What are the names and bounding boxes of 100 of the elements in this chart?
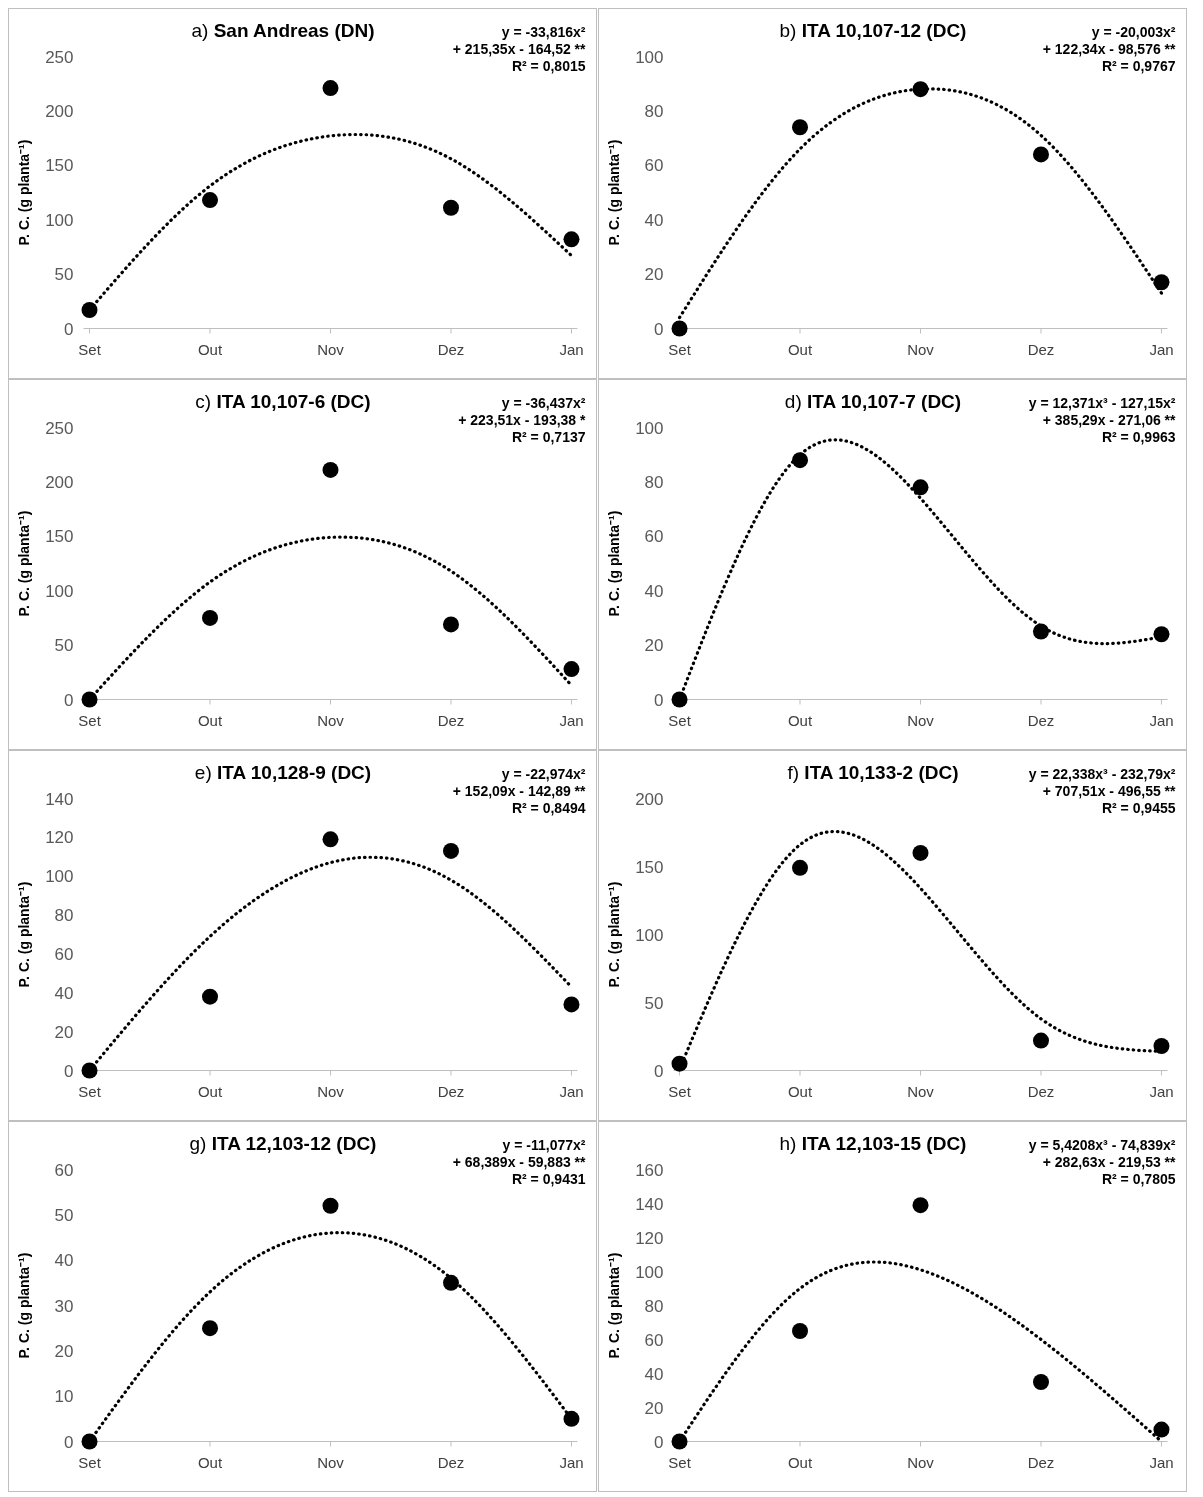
point <box>563 231 580 248</box>
text: + 223,51x - 193,38 * <box>458 411 587 428</box>
y-axis-title: P. C. (g planta⁻¹) <box>15 510 32 617</box>
y-tick-label: 100 <box>45 581 74 601</box>
y-tick-label: 140 <box>635 1194 664 1214</box>
y-tick-label: 150 <box>45 156 74 176</box>
y-tick-label: 50 <box>54 1205 74 1225</box>
y-tick-label: 160 <box>635 1160 664 1180</box>
point <box>563 996 580 1013</box>
text: y = 12,371x³ - 127,15x² <box>1028 394 1176 411</box>
x-tick-label: Set <box>668 1082 692 1100</box>
y-tick-label: 0 <box>64 1432 74 1452</box>
y-tick-label: 40 <box>644 1364 664 1384</box>
point <box>202 988 219 1005</box>
chart-title: b) ITA 10,107-12 (DC) <box>779 19 967 41</box>
y-tick-label: 60 <box>54 1160 74 1180</box>
y-tick-label: 250 <box>45 418 74 438</box>
text: + 152,09x - 142,89 ** <box>452 782 587 799</box>
x-tick-label: Out <box>197 1082 223 1100</box>
text: y = 5,4208x³ - 74,839x² <box>1028 1136 1176 1153</box>
x-tick-label: Set <box>668 1453 692 1471</box>
x-tick-label: Set <box>668 711 692 729</box>
annotation: R² = 0,7137 <box>511 428 586 445</box>
x-tick-label: Dez <box>1027 1453 1055 1471</box>
point <box>1032 1032 1049 1049</box>
x-tick-label: Jan <box>559 711 584 729</box>
y-tick-label: 120 <box>45 828 74 848</box>
x-tick-label: Set <box>78 1082 102 1100</box>
chart-title: h) ITA 12,103-15 (DC) <box>779 1132 967 1154</box>
text: y = 22,338x³ - 232,79x² <box>1028 765 1176 782</box>
y-tick-label: 100 <box>635 418 664 438</box>
y-tick-label: 20 <box>54 1341 74 1361</box>
point <box>563 661 580 678</box>
x-tick-label: Out <box>787 1082 813 1100</box>
y-tick-label: 100 <box>635 925 664 945</box>
x-tick-label: Jan <box>1149 1453 1174 1471</box>
y-tick-label: 100 <box>45 867 74 887</box>
x-tick-label: Dez <box>437 340 465 358</box>
y-axis-title: P. C. (g planta⁻¹) <box>605 1252 622 1359</box>
point <box>322 831 339 848</box>
y-tick-label: 20 <box>54 1022 74 1042</box>
point <box>912 479 929 496</box>
x-tick-label: Set <box>78 1453 102 1471</box>
x-tick-label: Jan <box>1149 711 1174 729</box>
x-tick-label: Jan <box>559 340 584 358</box>
x-tick-label: Set <box>78 711 102 729</box>
annotation: R² = 0,9455 <box>1101 799 1176 816</box>
y-tick-label: 150 <box>45 527 74 547</box>
annotation: R² = 0,7805 <box>1101 1170 1176 1187</box>
y-tick-label: 200 <box>45 472 74 492</box>
point <box>202 192 219 209</box>
text: y = -11,077x² <box>502 1136 586 1153</box>
y-tick-label: 120 <box>635 1228 664 1248</box>
chart-title: g) ITA 12,103-12 (DC) <box>189 1132 377 1154</box>
point <box>671 691 688 708</box>
y-tick-label: 50 <box>54 636 74 656</box>
text: y = -20,003x² <box>1091 23 1176 40</box>
x-tick-label: Dez <box>437 1082 465 1100</box>
y-tick-label: 200 <box>45 101 74 121</box>
point <box>322 461 339 478</box>
y-tick-label: 0 <box>654 319 664 339</box>
y-tick-label: 60 <box>644 527 664 547</box>
x-tick-label: Dez <box>1027 340 1055 358</box>
point <box>792 859 809 876</box>
y-tick-label: 60 <box>54 944 74 964</box>
chart-title: f) ITA 10,133-2 (DC) <box>787 761 959 783</box>
y-tick-label: 150 <box>635 857 664 877</box>
y-tick-label: 80 <box>644 101 664 121</box>
x-tick-label: Dez <box>437 1453 465 1471</box>
y-tick-label: 80 <box>54 906 74 926</box>
chart-title: d) ITA 10,107-7 (DC) <box>784 390 962 412</box>
y-axis-title: P. C. (g planta⁻¹) <box>15 139 32 246</box>
point <box>322 1197 339 1214</box>
y-tick-label: 60 <box>644 1330 664 1350</box>
y-tick-label: 0 <box>654 1061 664 1081</box>
y-tick-label: 10 <box>54 1387 74 1407</box>
y-axis-title: P. C. (g planta⁻¹) <box>605 139 622 246</box>
x-tick-label: Nov <box>317 711 345 729</box>
x-tick-label: Nov <box>317 1082 345 1100</box>
x-tick-label: Nov <box>907 1082 935 1100</box>
y-tick-label: 60 <box>644 156 664 176</box>
x-tick-label: Out <box>787 1453 813 1471</box>
x-tick-label: Nov <box>317 1453 345 1471</box>
y-tick-label: 20 <box>644 265 664 285</box>
point <box>81 1062 98 1079</box>
point <box>1153 1038 1170 1055</box>
point <box>442 199 459 216</box>
x-tick-label: Jan <box>1149 340 1174 358</box>
y-tick-label: 100 <box>635 47 664 67</box>
y-tick-label: 200 <box>635 789 664 809</box>
y-tick-label: 100 <box>45 210 74 230</box>
y-tick-label: 50 <box>54 265 74 285</box>
y-tick-label: 80 <box>644 1296 664 1316</box>
text: + 122,34x - 98,576 ** <box>1042 40 1177 57</box>
annotation: R² = 0,8015 <box>511 57 586 74</box>
y-tick-label: 20 <box>644 636 664 656</box>
text: y = -33,816x² <box>501 23 586 40</box>
point <box>792 1323 809 1339</box>
y-tick-label: 0 <box>64 1061 74 1081</box>
y-tick-label: 250 <box>45 47 74 67</box>
